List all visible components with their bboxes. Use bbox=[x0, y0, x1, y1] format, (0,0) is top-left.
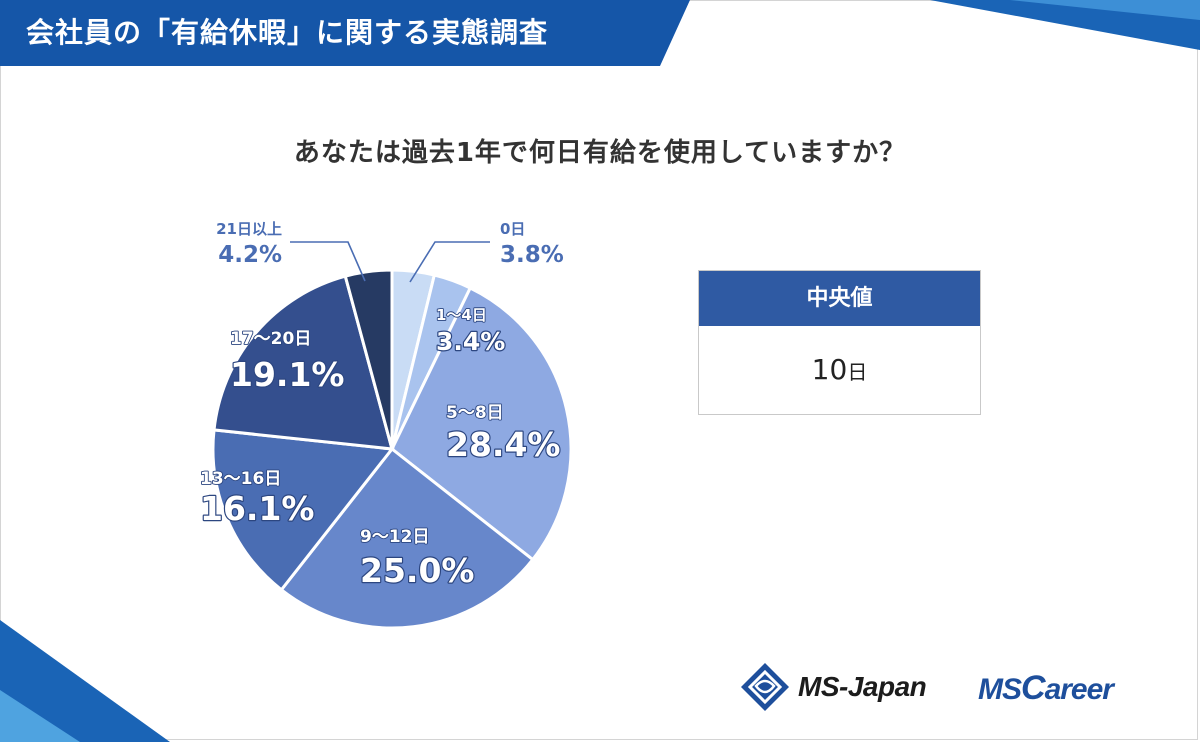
pie-category-label-6: 21日以上 bbox=[216, 220, 282, 238]
pie-slice-5 bbox=[212, 274, 395, 451]
pie-value-label-5: 19.1% bbox=[230, 355, 345, 394]
pie-slice-2 bbox=[390, 286, 573, 562]
pie-category-label-5: 17〜20日 bbox=[230, 329, 311, 349]
leader-line-21plus bbox=[290, 241, 366, 282]
msjapan-text: MS-Japan bbox=[798, 671, 927, 702]
chart-question: あなたは過去1年で何日有給を使用していますか？ bbox=[293, 138, 907, 168]
pie-slices bbox=[211, 268, 573, 630]
median-value: 10日 bbox=[699, 326, 980, 414]
mscareer-ms: MS bbox=[978, 673, 1022, 706]
pie-slice-3 bbox=[279, 446, 535, 630]
pie-value-label-0: 3.8% bbox=[500, 242, 564, 268]
pie-category-label-3: 9〜12日 bbox=[360, 527, 430, 547]
header-banner bbox=[0, 0, 690, 66]
pie-value-label-6: 4.2% bbox=[218, 242, 282, 268]
pie-slice-4 bbox=[211, 428, 395, 592]
pie-value-label-3: 25.0% bbox=[360, 551, 475, 590]
median-unit: 日 bbox=[847, 360, 868, 384]
median-card: 中央値 10日 bbox=[698, 270, 981, 415]
median-label: 中央値 bbox=[699, 271, 980, 326]
msjapan-diamond-icon bbox=[741, 663, 789, 711]
pie-value-label-2: 28.4% bbox=[446, 425, 561, 464]
pie-category-label-0: 0日 bbox=[500, 220, 525, 238]
leader-line-0 bbox=[409, 241, 490, 283]
bottom-left-stripe-light bbox=[0, 690, 80, 742]
mscareer-logo: MSCareer bbox=[978, 668, 1114, 708]
mscareer-rest: areer bbox=[1044, 673, 1114, 706]
pie-labels: 0日3.8%1〜4日3.4%5〜8日28.4%9〜12日25.0%13〜16日1… bbox=[199, 220, 564, 591]
top-right-stripe-light bbox=[1010, 0, 1200, 20]
pie-category-label-2: 5〜8日 bbox=[446, 403, 504, 423]
pie-value-label-4: 16.1% bbox=[200, 489, 315, 528]
pie-slice-6 bbox=[343, 268, 394, 450]
bottom-left-stripe bbox=[0, 620, 170, 742]
median-number: 10 bbox=[811, 353, 848, 386]
pie-value-label-1: 3.4% bbox=[436, 327, 505, 356]
pie-category-label-4: 13〜16日 bbox=[200, 469, 281, 489]
page-title: 会社員の「有給休暇」に関する実態調査 bbox=[26, 16, 549, 49]
leader-lines bbox=[290, 241, 490, 283]
msjapan-logo: MS-Japan bbox=[740, 662, 927, 712]
pie-category-label-1: 1〜4日 bbox=[436, 306, 487, 324]
mscareer-c: C bbox=[1021, 669, 1046, 707]
